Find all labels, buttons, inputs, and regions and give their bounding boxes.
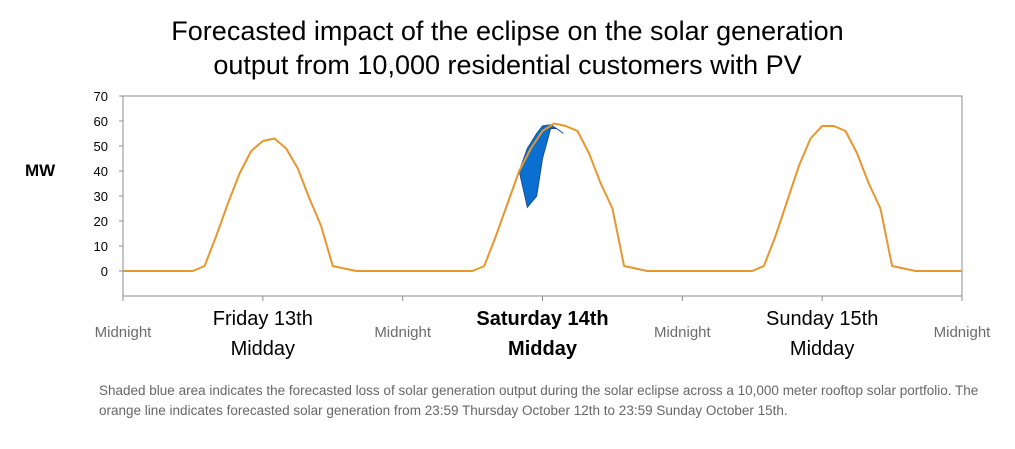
chart-caption: Shaded blue area indicates the forecaste… <box>99 383 979 418</box>
y-tick-label: 70 <box>94 89 108 104</box>
chart-title-line-1: Forecasted impact of the eclipse on the … <box>171 16 844 46</box>
y-tick-label: 10 <box>94 239 108 254</box>
y-tick-label: 30 <box>94 189 108 204</box>
eclipse-loss-area <box>518 124 564 209</box>
x-midday-label: Midday <box>508 338 578 360</box>
x-midnight-label: Midnight <box>654 324 712 341</box>
y-tick-label: 0 <box>101 264 108 279</box>
x-day-label: Saturday 14th <box>476 308 608 330</box>
x-day-label: Friday 13th <box>213 308 313 330</box>
x-midnight-label: Midnight <box>934 324 992 341</box>
x-midnight-label: Midnight <box>95 324 153 341</box>
chart-title-line-2: output from 10,000 residential customers… <box>213 50 802 80</box>
forecast-line <box>123 122 962 272</box>
x-midday-label: Midday <box>790 338 854 360</box>
y-tick-label: 20 <box>94 214 108 229</box>
x-midday-label: Midday <box>231 338 295 360</box>
y-tick-label: 40 <box>94 164 108 179</box>
chart-title: Forecasted impact of the eclipse on the … <box>0 14 1015 82</box>
y-axis-label: MW <box>25 161 56 180</box>
x-day-label: Sunday 15th <box>766 308 878 330</box>
x-midnight-label: Midnight <box>374 324 432 341</box>
y-tick-label: 50 <box>94 139 108 154</box>
y-tick-label: 60 <box>94 114 108 129</box>
